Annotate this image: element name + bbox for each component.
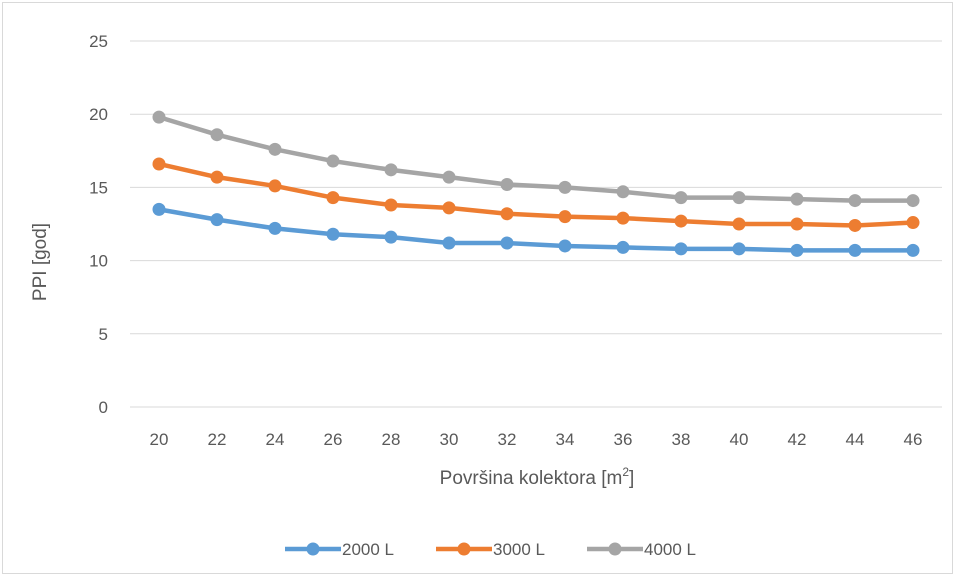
x-tick-label: 46 xyxy=(904,430,923,449)
y-tick-label: 10 xyxy=(89,252,108,271)
y-tick-label: 15 xyxy=(89,178,108,197)
legend-item: 2000 L xyxy=(285,540,394,559)
data-point xyxy=(558,180,572,194)
data-point xyxy=(674,214,688,228)
data-point xyxy=(152,157,166,171)
data-point xyxy=(152,202,166,216)
legend-swatch-marker xyxy=(457,542,471,556)
x-axis-title-superscript: 2 xyxy=(622,465,629,479)
y-axis-ticks: 0 5 10 15 20 25 xyxy=(89,32,108,417)
x-axis-title-end: ] xyxy=(629,468,634,489)
y-tick-label: 5 xyxy=(99,325,108,344)
data-point xyxy=(848,194,862,208)
x-tick-label: 28 xyxy=(382,430,401,449)
series-2000-l xyxy=(152,202,920,257)
data-point xyxy=(326,227,340,241)
y-tick-label: 20 xyxy=(89,105,108,124)
data-point xyxy=(558,210,572,224)
data-point xyxy=(616,240,630,254)
legend-swatch-marker xyxy=(306,542,320,556)
data-point xyxy=(442,236,456,250)
x-axis-ticks: 20 22 24 26 28 30 32 34 36 38 40 42 44 46 xyxy=(150,430,923,449)
data-point xyxy=(500,207,514,221)
x-tick-label: 30 xyxy=(440,430,459,449)
x-axis-title: Površina kolektora [m2] xyxy=(440,465,635,489)
data-point xyxy=(616,211,630,225)
data-point xyxy=(210,170,224,184)
data-point xyxy=(732,191,746,205)
x-tick-label: 40 xyxy=(730,430,749,449)
x-tick-label: 22 xyxy=(208,430,227,449)
data-point xyxy=(384,198,398,212)
data-point xyxy=(848,243,862,257)
series-4000-l xyxy=(152,110,920,208)
data-point xyxy=(790,243,804,257)
data-point xyxy=(616,185,630,199)
data-point xyxy=(558,239,572,253)
data-point xyxy=(674,242,688,256)
series-group xyxy=(152,110,920,257)
legend-label: 2000 L xyxy=(342,540,394,559)
x-tick-label: 26 xyxy=(324,430,343,449)
data-point xyxy=(732,217,746,231)
data-point xyxy=(674,191,688,205)
data-point xyxy=(732,242,746,256)
data-point xyxy=(268,221,282,235)
data-point xyxy=(326,154,340,168)
series-line xyxy=(158,207,913,253)
data-point xyxy=(384,230,398,244)
data-point xyxy=(906,243,920,257)
data-point xyxy=(442,170,456,184)
x-tick-label: 34 xyxy=(556,430,575,449)
legend-swatch-marker xyxy=(608,542,622,556)
data-point xyxy=(906,194,920,208)
legend-item: 3000 L xyxy=(436,540,545,559)
y-tick-label: 0 xyxy=(99,398,108,417)
data-point xyxy=(384,163,398,177)
legend: 2000 L 3000 L 4000 L xyxy=(285,540,696,559)
x-tick-label: 32 xyxy=(498,430,517,449)
x-tick-label: 44 xyxy=(846,430,865,449)
data-point xyxy=(210,128,224,142)
legend-item: 4000 L xyxy=(587,540,696,559)
x-tick-label: 24 xyxy=(266,430,285,449)
y-axis-title: PPI [god] xyxy=(30,223,51,301)
data-point xyxy=(790,192,804,206)
series-line xyxy=(158,114,913,203)
x-axis-title-main: Površina kolektora [m xyxy=(440,468,623,489)
data-point xyxy=(906,216,920,230)
data-point xyxy=(268,179,282,193)
x-tick-label: 42 xyxy=(788,430,807,449)
data-point xyxy=(152,110,166,124)
data-point xyxy=(268,142,282,156)
data-point xyxy=(848,218,862,232)
x-tick-label: 38 xyxy=(672,430,691,449)
x-tick-label: 36 xyxy=(614,430,633,449)
data-point xyxy=(500,177,514,191)
data-point xyxy=(500,236,514,250)
legend-label: 4000 L xyxy=(644,540,696,559)
legend-label: 3000 L xyxy=(493,540,545,559)
data-point xyxy=(326,191,340,205)
data-point xyxy=(790,217,804,231)
data-point xyxy=(210,213,224,227)
x-tick-label: 20 xyxy=(150,430,169,449)
series-line xyxy=(158,161,914,228)
y-tick-label: 25 xyxy=(89,32,108,51)
series-3000-l xyxy=(152,157,920,232)
data-point xyxy=(442,201,456,215)
gridlines xyxy=(130,40,942,408)
